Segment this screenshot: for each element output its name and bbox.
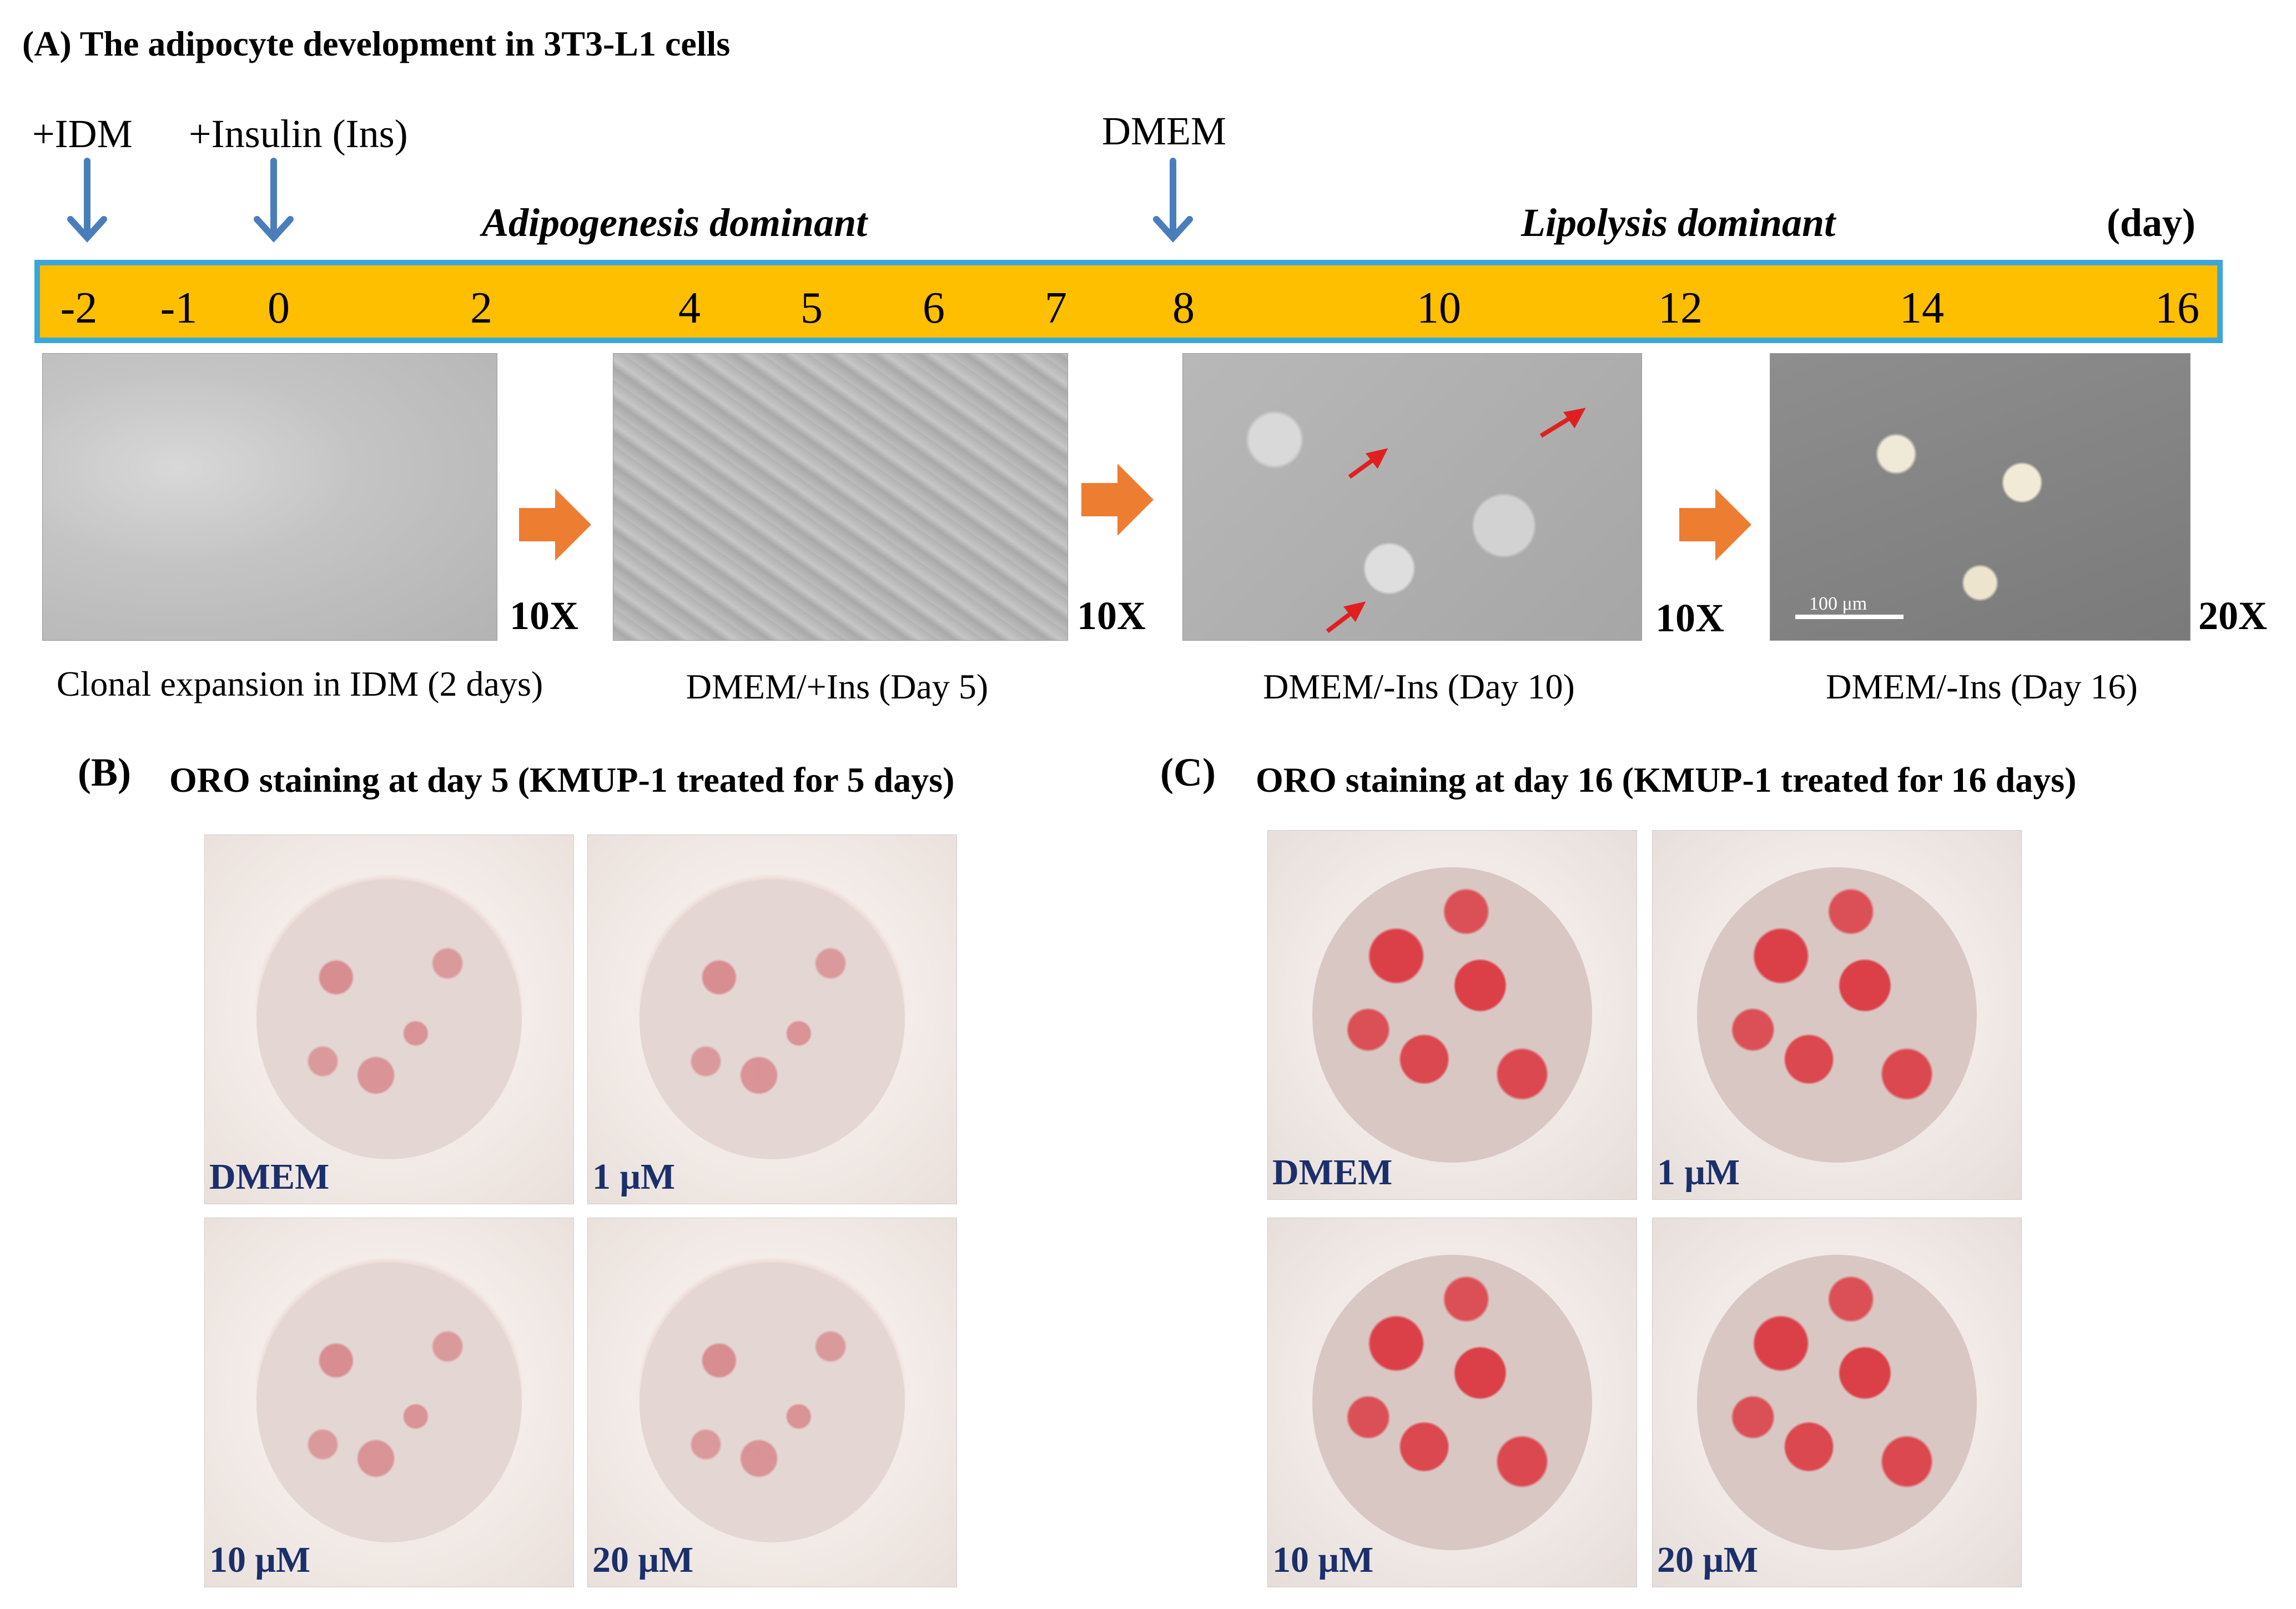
idm-annotation: +IDM [32, 112, 133, 156]
caption-day-5: DMEM/+Ins (Day 5) [686, 667, 989, 706]
plate-label: 20 μM [592, 1540, 694, 1580]
adipogenesis-phase-label: Adipogenesis dominant [482, 200, 868, 245]
plate-c-1um: 1 μM [1652, 830, 2022, 1200]
dmem-annotation: DMEM [1102, 109, 1227, 153]
stain-spots [639, 879, 905, 1160]
panel-b-title: ORO staining at day 5 (KMUP-1 treated fo… [169, 760, 955, 800]
step-arrow-icon [1679, 489, 1751, 561]
step-arrow-icon [1081, 464, 1154, 536]
lipolysis-phase-label: Lipolysis dominant [1521, 200, 1836, 245]
plate-b-20um: 20 μM [587, 1218, 957, 1587]
magnification-label: 10X [510, 594, 578, 638]
day-tick: -2 [60, 284, 98, 333]
scale-bar [1795, 615, 1904, 619]
day-tick: -1 [160, 284, 198, 333]
stain-spots [639, 1262, 905, 1543]
dmem-arrow-head [1153, 216, 1193, 243]
stain-spots [1696, 867, 1977, 1163]
micrograph-day-10 [1182, 353, 1642, 641]
insulin-annotation: +Insulin (Ins) [189, 112, 408, 156]
stain-spots [1312, 867, 1593, 1163]
stain-spots [256, 1262, 522, 1543]
marker-arrows [67, 158, 1193, 243]
stain-spots [256, 879, 522, 1160]
plate-b-dmem: DMEM [204, 834, 574, 1204]
plate-label: 10 μM [1272, 1540, 1374, 1580]
panel-c-letter: (C) [1160, 750, 1216, 795]
magnification-label: 20X [2198, 594, 2267, 638]
day-tick: 5 [800, 284, 823, 333]
day-tick: 12 [1658, 284, 1703, 333]
plate-label: 10 μM [209, 1540, 311, 1580]
day-tick: 4 [678, 284, 701, 333]
plate-c-10um: 10 μM [1267, 1218, 1637, 1587]
day-tick: 2 [470, 284, 492, 333]
panel-c-title: ORO staining at day 16 (KMUP-1 treated f… [1256, 760, 2077, 800]
magnification-label: 10X [1655, 596, 1724, 640]
micrograph-day-5 [613, 353, 1068, 641]
day-unit-label: (day) [2107, 200, 2196, 245]
panel-b-letter: (B) [78, 750, 131, 795]
day-tick: 10 [1417, 284, 1461, 333]
panel-a-heading: (A) The adipocyte development in 3T3-L1 … [22, 23, 730, 64]
step-arrow-icon [519, 489, 591, 561]
magnification-label: 10X [1077, 594, 1146, 638]
day-tick: 14 [1900, 284, 1944, 333]
caption-clonal-expansion: Clonal expansion in IDM (2 days) [56, 664, 543, 703]
plate-label: 1 μM [592, 1157, 676, 1197]
plate-b-1um: 1 μM [587, 834, 957, 1204]
caption-day-16: DMEM/-Ins (Day 16) [1826, 667, 2138, 706]
panel-a-title: The adipocyte development in 3T3-L1 cell… [79, 24, 731, 63]
stain-spots [1696, 1255, 1977, 1550]
red-arrow-annotations [1326, 408, 1586, 633]
plate-c-20um: 20 μM [1652, 1218, 2022, 1587]
plate-c-dmem: DMEM [1267, 830, 1637, 1200]
day-tick: 0 [268, 284, 290, 333]
plate-label: DMEM [1272, 1152, 1393, 1193]
panel-a-letter: (A) [22, 24, 72, 63]
micrograph-clonal-expansion [42, 353, 497, 641]
micrograph-day-16: 100 μm [1770, 353, 2191, 641]
idm-arrow-head [67, 216, 107, 243]
timeline-bar: -2 -1 0 2 4 5 6 7 8 10 12 14 16 [34, 260, 2223, 343]
day-tick: 8 [1172, 284, 1195, 333]
stain-spots [1312, 1255, 1593, 1550]
day-tick: 16 [2155, 284, 2199, 333]
scale-bar-label: 100 μm [1809, 594, 1867, 614]
plate-label: 1 μM [1657, 1152, 1740, 1193]
caption-day-10: DMEM/-Ins (Day 10) [1263, 667, 1575, 706]
day-tick: 7 [1045, 284, 1067, 333]
plate-label: DMEM [209, 1157, 330, 1197]
plate-label: 20 μM [1657, 1540, 1759, 1580]
day-tick: 6 [923, 284, 945, 333]
plate-b-10um: 10 μM [204, 1218, 574, 1587]
insulin-arrow-head [254, 216, 294, 243]
